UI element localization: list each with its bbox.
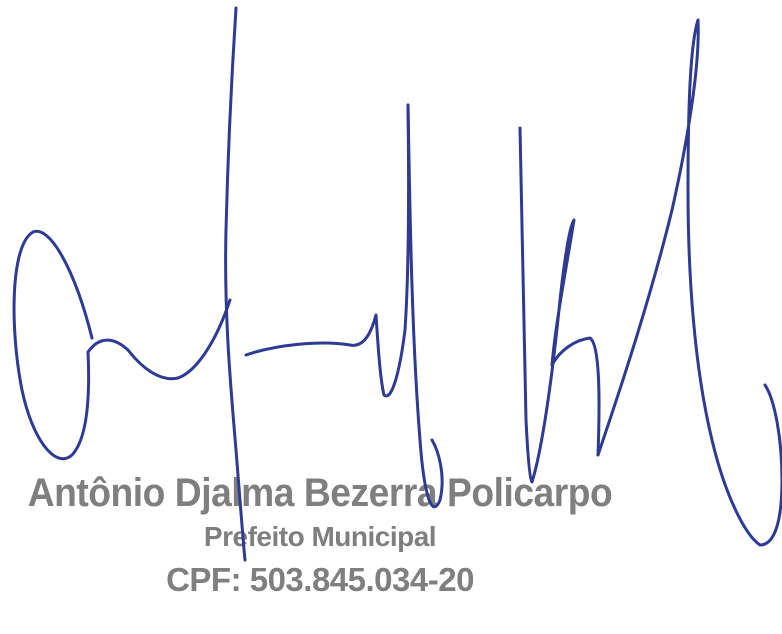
signature-stroke-stem-1 [224,6,247,562]
signature-stroke-stem-4 [596,18,782,547]
signature-stroke-connector [244,103,411,398]
signature-stamp: Antônio Djalma Bezerra Policarpo Prefeit… [0,470,640,600]
signature-stroke-stem-2 [406,103,444,509]
signature-stroke-loop [12,229,232,461]
signature-stroke-stem-3 [518,126,601,484]
signatory-name: Antônio Djalma Bezerra Policarpo [27,471,613,515]
signatory-cpf: CPF: 503.845.034-20 [166,561,474,598]
